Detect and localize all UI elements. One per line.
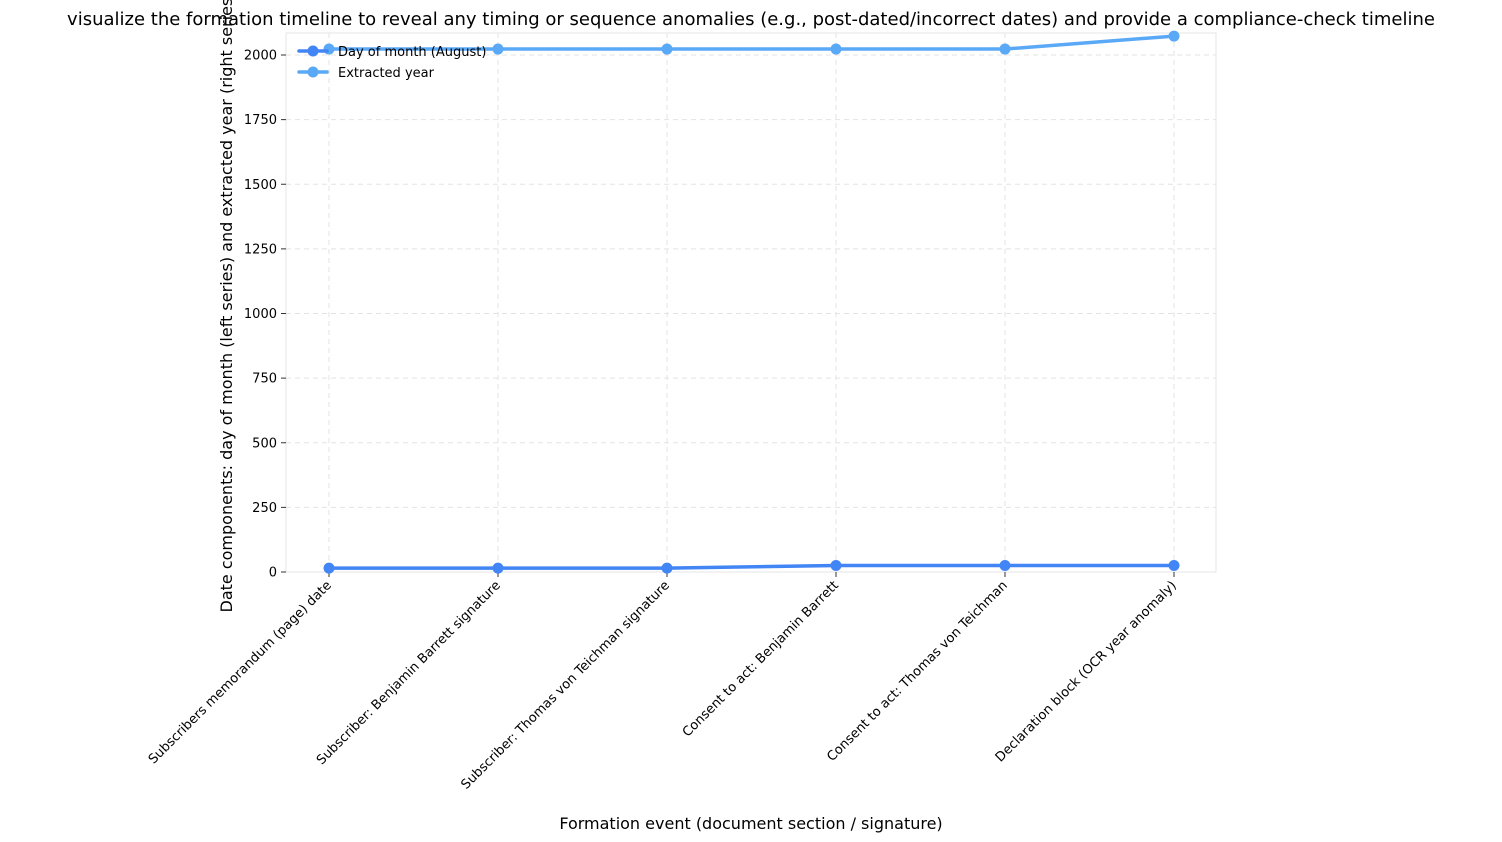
series-0-point <box>492 562 504 574</box>
series-1-point <box>661 43 673 55</box>
series-layer <box>323 30 1180 574</box>
x-axis: Subscribers memorandum (page) dateSubscr… <box>146 572 1180 793</box>
x-tick-label: Consent to act: Benjamin Barrett <box>680 578 842 740</box>
x-tick-label: Subscriber: Thomas von Teichman signatur… <box>458 578 672 792</box>
grid <box>286 33 1216 573</box>
series-1-point <box>323 43 335 55</box>
x-axis-label: Formation event (document section / sign… <box>559 814 942 833</box>
series-0-point <box>661 562 673 574</box>
y-axis: 0 250 500 750 1000 1250 1500 1750 2000 <box>244 49 286 581</box>
y-tick-label: 1750 <box>244 113 277 128</box>
y-tick-label: 500 <box>252 436 277 451</box>
legend-label: Day of month (August) <box>338 45 486 60</box>
y-tick-label: 1000 <box>244 307 277 322</box>
y-tick-label: 1250 <box>244 242 277 257</box>
legend-swatch-marker <box>307 45 319 57</box>
series-line-0 <box>327 563 1176 570</box>
x-tick-label: Declaration block (OCR year anomaly) <box>993 578 1180 765</box>
y-tick-label: 0 <box>269 566 277 581</box>
y-tick-label: 750 <box>252 372 277 387</box>
series-0-point <box>1168 560 1180 572</box>
series-1-point <box>830 43 842 55</box>
series-line-1 <box>327 34 1176 51</box>
plot-frame <box>285 32 1217 573</box>
series-1-point <box>1168 30 1180 42</box>
y-tick-label: 2000 <box>244 49 277 64</box>
series-0-point <box>323 562 335 574</box>
legend-swatch-marker <box>307 66 319 78</box>
series-0-point <box>830 560 842 572</box>
series-0-point <box>999 560 1011 572</box>
y-axis-label: Date components: day of month (left seri… <box>217 0 236 613</box>
y-tick-label: 250 <box>252 501 277 516</box>
x-tick-label: Subscriber: Benjamin Barrett signature <box>314 578 504 768</box>
x-tick-label: Consent to act: Thomas von Teichman <box>824 578 1010 764</box>
x-tick-label: Subscribers memorandum (page) date <box>146 578 335 767</box>
series-1-point <box>999 43 1011 55</box>
legend: Day of month (August) Extracted year <box>297 45 486 81</box>
chart-title: visualize the formation timeline to reve… <box>67 9 1435 30</box>
legend-label: Extracted year <box>338 66 435 81</box>
series-1-point <box>492 43 504 55</box>
y-tick-label: 1500 <box>244 178 277 193</box>
